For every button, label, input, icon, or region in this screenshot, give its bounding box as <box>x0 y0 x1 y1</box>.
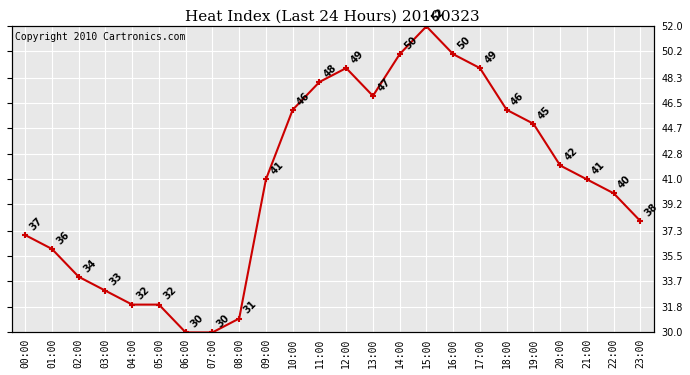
Text: 32: 32 <box>135 285 152 302</box>
Text: 46: 46 <box>509 90 526 107</box>
Text: 45: 45 <box>536 104 553 121</box>
Text: 48: 48 <box>322 63 339 79</box>
Text: 32: 32 <box>161 285 178 302</box>
Text: 50: 50 <box>402 35 419 51</box>
Text: 38: 38 <box>643 202 660 218</box>
Text: 47: 47 <box>375 76 393 93</box>
Text: 49: 49 <box>349 49 366 65</box>
Text: 46: 46 <box>295 90 312 107</box>
Text: 34: 34 <box>81 257 98 274</box>
Title: Heat Index (Last 24 Hours) 20100323: Heat Index (Last 24 Hours) 20100323 <box>186 10 480 24</box>
Text: Copyright 2010 Cartronics.com: Copyright 2010 Cartronics.com <box>15 33 186 42</box>
Text: 52: 52 <box>429 7 446 24</box>
Text: 50: 50 <box>456 35 473 51</box>
Text: 42: 42 <box>563 146 580 163</box>
Text: 30: 30 <box>188 313 205 330</box>
Text: 49: 49 <box>483 49 500 65</box>
Text: 41: 41 <box>268 160 286 177</box>
Text: 31: 31 <box>242 299 259 316</box>
Text: 33: 33 <box>108 271 125 288</box>
Text: 36: 36 <box>55 230 71 246</box>
Text: 30: 30 <box>215 313 232 330</box>
Text: 37: 37 <box>28 216 45 232</box>
Text: 40: 40 <box>616 174 633 190</box>
Text: 41: 41 <box>590 160 607 177</box>
